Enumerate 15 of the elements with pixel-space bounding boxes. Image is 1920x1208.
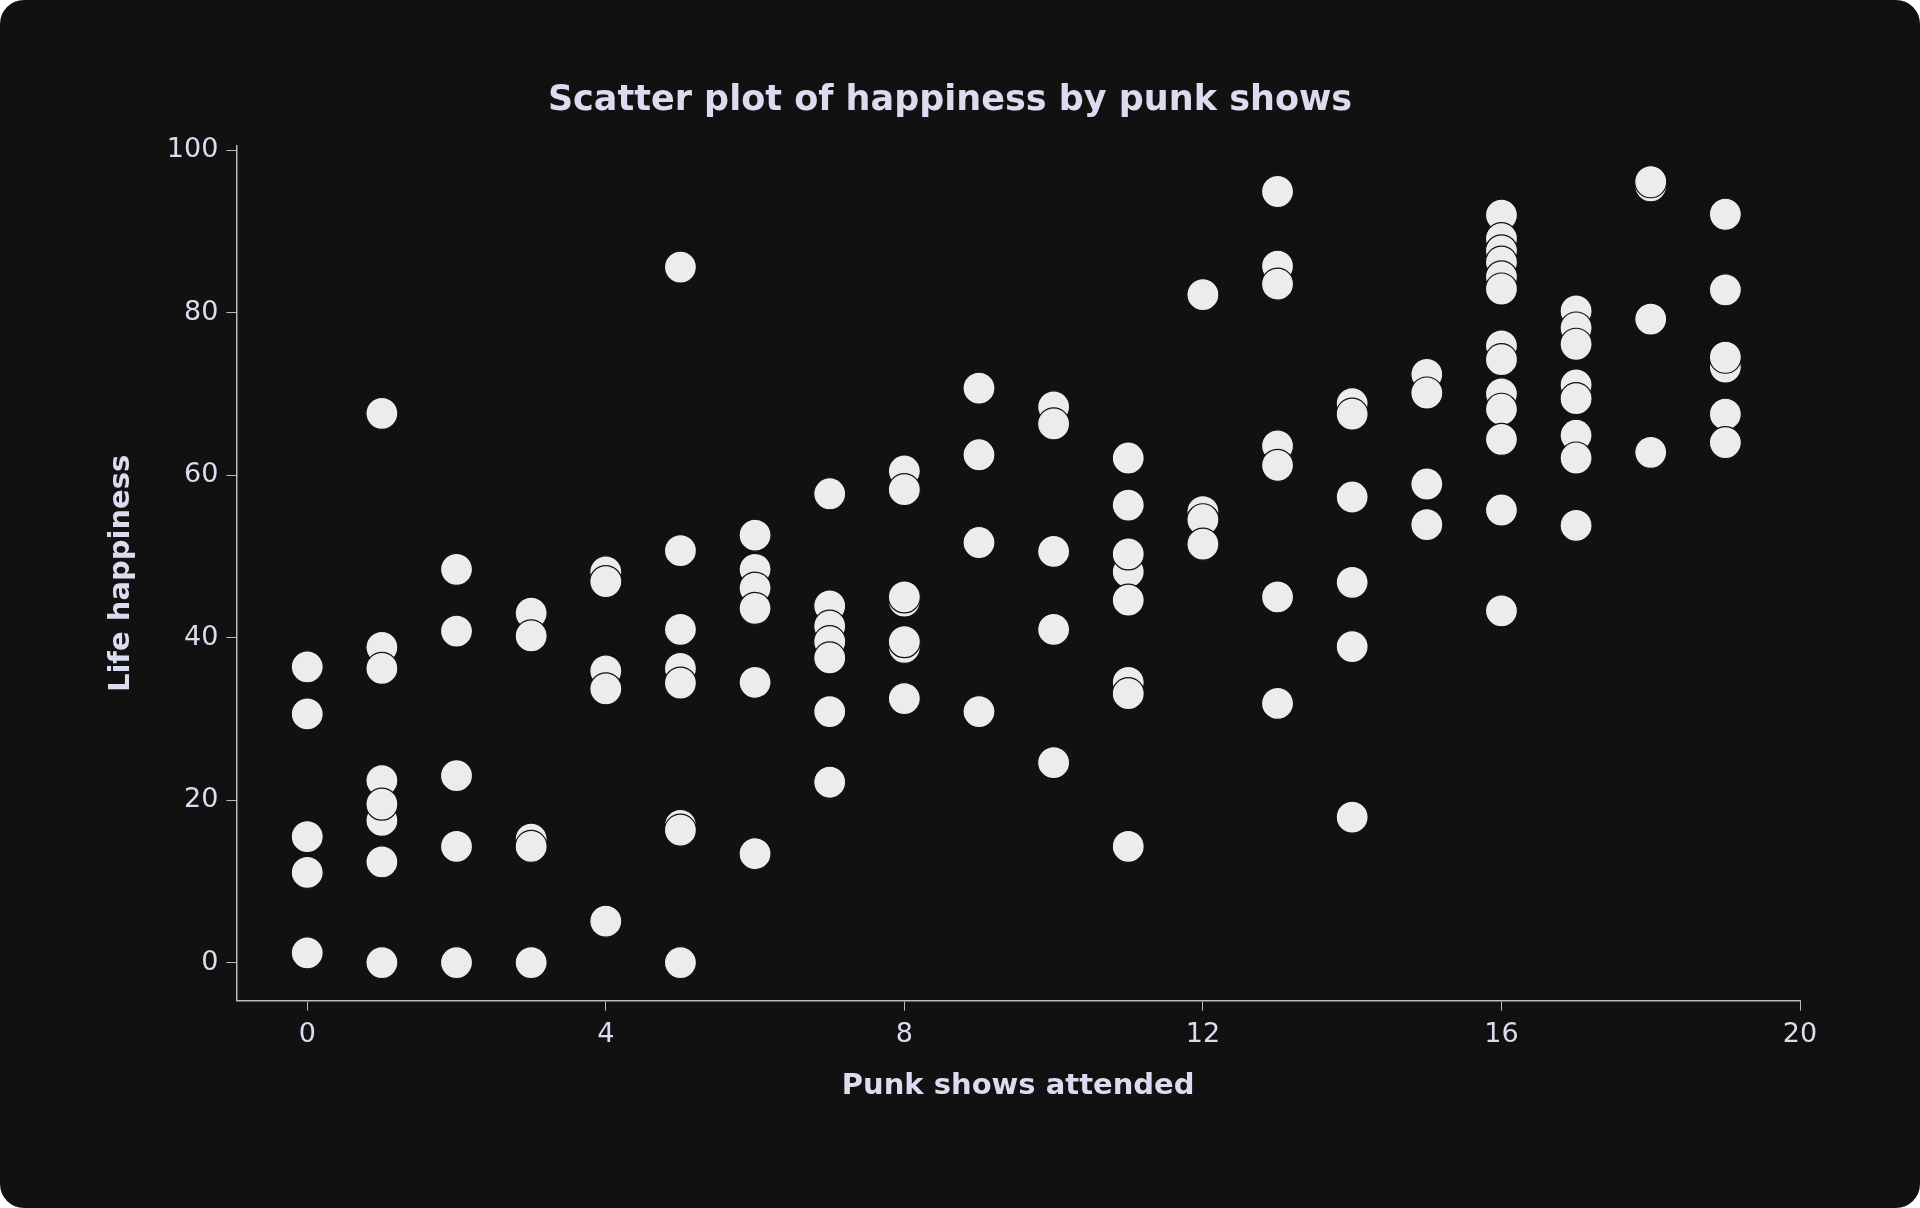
y-tick-label: 40 bbox=[183, 619, 219, 651]
y-tick-label: 80 bbox=[183, 294, 219, 326]
y-tick-label: 100 bbox=[166, 132, 219, 164]
y-axis-title: Life happiness bbox=[101, 454, 136, 693]
x-tick-label: 4 bbox=[597, 1017, 615, 1049]
x-tick-label: 16 bbox=[1484, 1017, 1519, 1049]
x-tick-label: 8 bbox=[895, 1017, 913, 1049]
x-axis-title: Punk shows attended bbox=[841, 1067, 1195, 1102]
y-tick-label: 60 bbox=[183, 457, 219, 489]
x-tick-label: 12 bbox=[1185, 1017, 1221, 1049]
chart-title: Scatter plot of happiness by punk shows bbox=[547, 78, 1353, 119]
y-tick-label: 20 bbox=[183, 782, 219, 814]
y-tick-label: 0 bbox=[201, 944, 219, 976]
x-tick-label: 0 bbox=[298, 1017, 316, 1049]
x-tick-label: 20 bbox=[1782, 1017, 1818, 1049]
